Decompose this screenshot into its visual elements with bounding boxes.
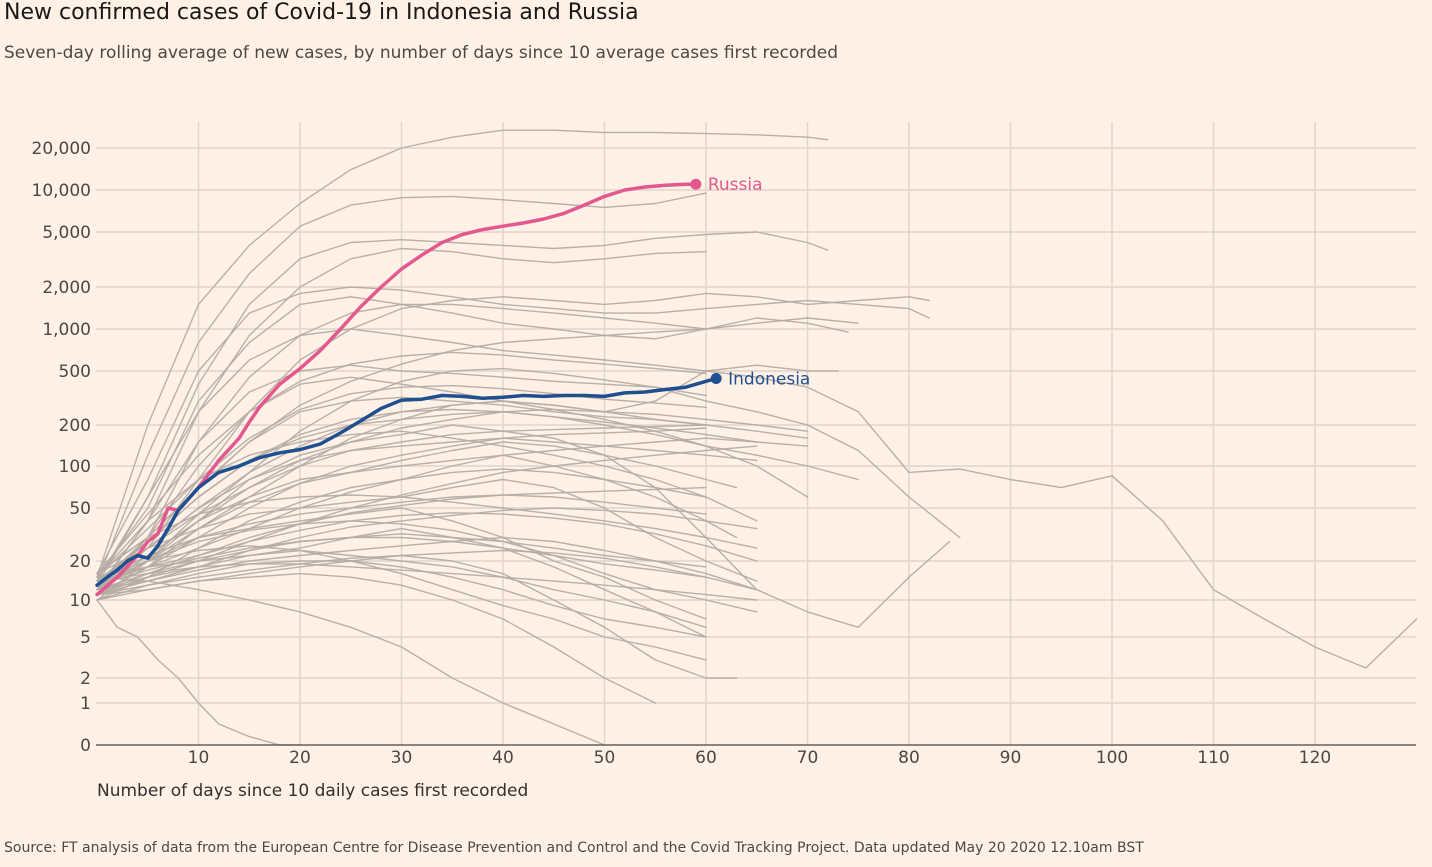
country-series-line	[96, 554, 738, 679]
country-series-line	[96, 520, 758, 613]
y-tick-label: 0	[80, 736, 91, 756]
y-tick-label: 20,000	[32, 139, 91, 159]
highlighted-series: Russia Indonesia	[95, 175, 810, 597]
x-tick-label: 70	[797, 748, 819, 768]
x-tick-label: 30	[391, 748, 413, 768]
country-series-line	[96, 364, 961, 591]
y-tick-label: 10,000	[32, 181, 91, 201]
country-series-line	[96, 424, 707, 582]
x-tick-label: 20	[289, 748, 311, 768]
country-series-line	[96, 560, 707, 638]
gridlines	[96, 122, 1416, 745]
country-series-line	[96, 427, 707, 596]
russia-series-line	[95, 182, 698, 597]
country-series-line	[96, 494, 758, 575]
y-tick-label: 1,000	[42, 320, 91, 340]
source-note: Source: FT analysis of data from the Eur…	[4, 840, 1144, 856]
y-tick-label: 5,000	[42, 223, 91, 243]
russia-series-label: Russia	[708, 175, 763, 195]
x-tick-label: 110	[1197, 748, 1229, 768]
x-tick-label: 120	[1299, 748, 1331, 768]
x-tick-label: 60	[695, 748, 717, 768]
country-series-line	[96, 351, 707, 575]
country-series-line	[96, 454, 738, 591]
country-series-line	[96, 408, 809, 591]
axes: 10 20 30 40 50 60 70 80 90 100 110 120 0 1 2 5 10 20 50 100…	[32, 139, 1416, 768]
country-series-line	[96, 437, 758, 586]
country-series-line	[96, 384, 707, 578]
indonesia-end-point	[710, 373, 722, 385]
y-tick-label: 2	[80, 669, 91, 689]
x-tick-label: 40	[492, 748, 514, 768]
country-series-line	[96, 129, 829, 578]
country-series-line	[96, 512, 758, 578]
y-tick-label: 500	[59, 362, 91, 382]
x-tick-label: 80	[898, 748, 920, 768]
x-tick-label: 50	[594, 748, 616, 768]
country-series-line	[96, 549, 758, 596]
country-series-line	[96, 231, 829, 586]
country-series-line	[96, 576, 606, 746]
country-series-line	[96, 328, 1418, 669]
y-tick-label: 5	[80, 628, 91, 648]
country-series-line	[96, 292, 930, 591]
country-series-line	[96, 563, 758, 601]
country-series-line	[96, 424, 951, 628]
y-tick-label: 50	[69, 499, 91, 519]
x-tick-label: 10	[188, 748, 210, 768]
country-series-line	[96, 545, 707, 661]
country-series-line	[96, 437, 809, 586]
y-tick-label: 20	[69, 552, 91, 572]
country-series-line	[96, 303, 859, 596]
x-axis-title: Number of days since 10 daily cases firs…	[97, 781, 528, 801]
y-tick-label: 1	[80, 694, 91, 714]
country-series-line	[96, 286, 930, 575]
country-series-line	[96, 536, 758, 591]
country-series-line	[96, 599, 301, 746]
country-series-line	[96, 536, 707, 586]
y-tick-label: 10	[69, 591, 91, 611]
y-tick-label: 2,000	[42, 278, 91, 298]
country-series-line	[96, 296, 849, 578]
country-series-line	[96, 192, 707, 582]
y-tick-label: 100	[59, 457, 91, 477]
indonesia-series-label: Indonesia	[728, 370, 810, 390]
country-series-line	[96, 533, 707, 591]
country-series-line	[96, 441, 738, 591]
chart-subtitle: Seven-day rolling average of new cases, …	[4, 43, 839, 63]
country-series-line	[96, 430, 758, 578]
y-tick-label: 200	[59, 416, 91, 436]
country-series-line	[96, 445, 758, 601]
background-series	[96, 129, 1418, 746]
country-series-line	[96, 507, 758, 596]
x-tick-label: 100	[1096, 748, 1128, 768]
indonesia-series-line	[95, 376, 718, 587]
chart-title: New confirmed cases of Covid-19 in Indon…	[4, 0, 639, 25]
russia-end-point	[690, 178, 702, 190]
x-tick-label: 90	[1000, 748, 1022, 768]
